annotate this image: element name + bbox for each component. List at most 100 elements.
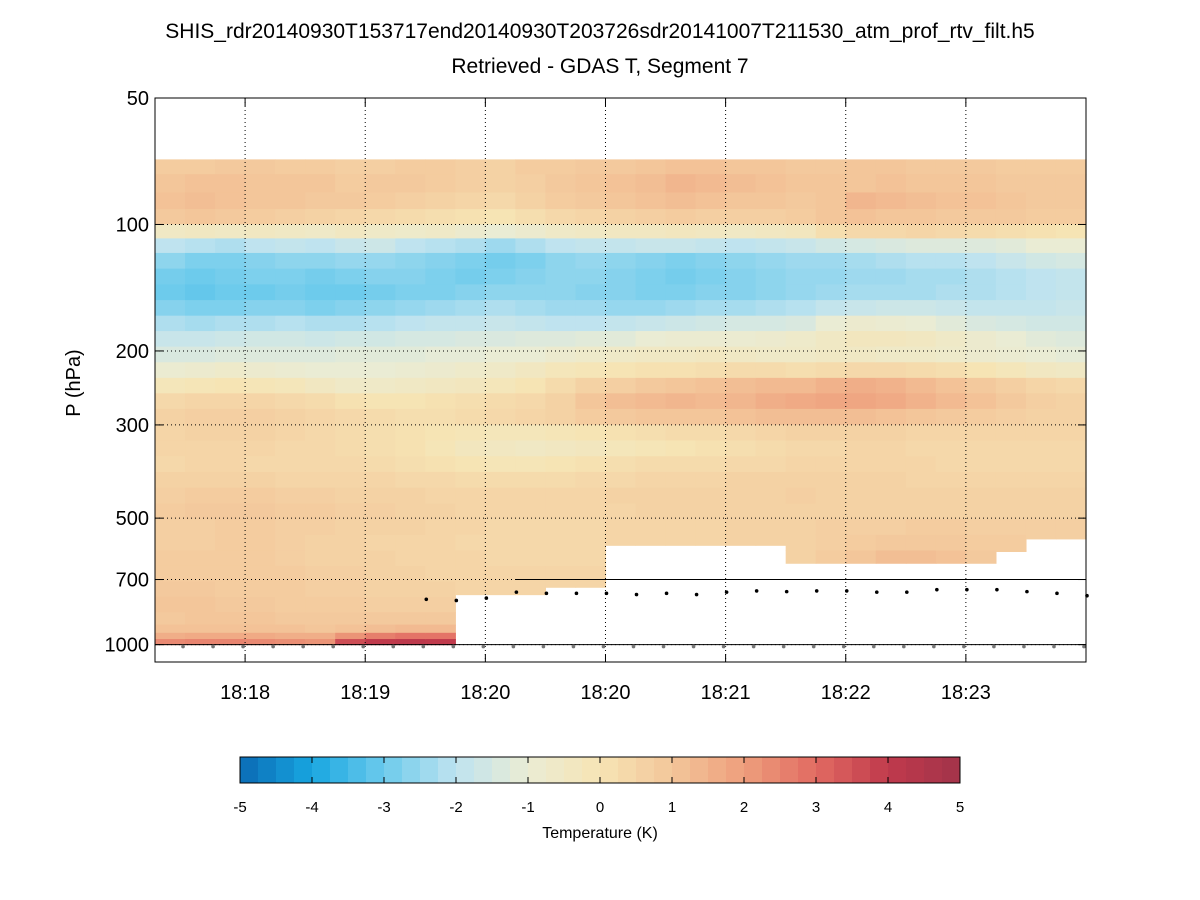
heatmap-cell [275, 315, 306, 332]
heatmap-cell [815, 534, 847, 552]
heatmap-cell [275, 300, 306, 317]
colorbar-segment [942, 757, 961, 783]
heatmap-cell [395, 174, 426, 194]
heatmap-cell [425, 519, 456, 536]
reference-lines [155, 579, 1086, 646]
heatmap-cell [545, 424, 577, 442]
heatmap-cell [1025, 315, 1057, 332]
heatmap-cell [1025, 377, 1057, 394]
heatmap-cell [185, 424, 216, 442]
heatmap-cell [185, 565, 216, 583]
heatmap-cell [275, 238, 306, 254]
heatmap-cell [365, 300, 396, 317]
heatmap-cell [725, 424, 757, 442]
heatmap-cell [785, 252, 817, 270]
heatmap-cell [665, 487, 697, 505]
heatmap-cell [965, 408, 997, 426]
heatmap-cell [365, 487, 396, 505]
heatmap-cell [215, 534, 246, 552]
heatmap-cell [1025, 362, 1057, 379]
heatmap-cell [1055, 393, 1087, 410]
heatmap-cell [905, 159, 937, 175]
heatmap-cell [725, 346, 757, 363]
heatmap-cell [395, 224, 426, 239]
colorbar-tick-label: -3 [377, 799, 390, 816]
colorbar-segment [384, 757, 403, 783]
heatmap-cell [965, 315, 997, 332]
heatmap-cell [725, 159, 757, 175]
heatmap-cell [425, 534, 456, 552]
heatmap-cell [485, 393, 516, 410]
colorbar-segment [816, 757, 835, 783]
heatmap-cell [755, 471, 787, 489]
heatmap-cell [425, 612, 456, 626]
heatmap-cell [575, 209, 607, 225]
heatmap-cell [725, 456, 757, 473]
heatmap-cell [215, 174, 246, 194]
heatmap-cell [995, 252, 1027, 270]
surface-marker [871, 644, 876, 649]
heatmap-cell [335, 503, 366, 520]
heatmap-cell [245, 503, 276, 520]
heatmap-cell [545, 581, 577, 588]
heatmap-cell [785, 424, 817, 442]
heatmap-cell [545, 393, 577, 410]
heatmap-cell [185, 315, 216, 332]
heatmap-cell [365, 632, 396, 640]
heatmap-cell [275, 632, 306, 640]
heatmap-cell [1025, 534, 1057, 540]
heatmap-cell [395, 408, 426, 426]
heatmap-cell [305, 456, 336, 473]
heatmap-cell [215, 377, 246, 394]
heatmap-cell [875, 377, 907, 394]
heatmap-cell [485, 159, 516, 175]
heatmap-cell [275, 331, 306, 348]
heatmap-cell [1055, 346, 1087, 363]
heatmap-cell [965, 456, 997, 473]
heatmap-cell [815, 224, 847, 239]
heatmap-cell [965, 174, 997, 194]
heatmap-cell [755, 300, 787, 317]
heatmap-cell [515, 393, 547, 410]
heatmap-cell [155, 252, 186, 270]
heatmap-cell [845, 534, 877, 552]
heatmap-cell [395, 581, 426, 598]
heatmap-cell [1055, 174, 1087, 194]
heatmap-cell [845, 284, 877, 301]
heatmap-cell [845, 252, 877, 270]
heatmap-cell [875, 503, 907, 520]
surface-marker [361, 644, 366, 649]
heatmap-cell [335, 252, 366, 270]
heatmap-cell [275, 209, 306, 225]
heatmap-cell [245, 456, 276, 473]
heatmap-cell [635, 393, 667, 410]
heatmap-cell [665, 503, 697, 520]
heatmap-cell [395, 238, 426, 254]
heatmap-cell [275, 503, 306, 520]
heatmap-cell [935, 362, 967, 379]
heatmap-cell [515, 346, 547, 363]
heatmap-cell [245, 565, 276, 583]
colorbar-segment [870, 757, 889, 783]
heatmap-cell [155, 224, 186, 239]
surface-marker [1052, 644, 1056, 649]
heatmap-cell [335, 393, 366, 410]
heatmap-cell [635, 315, 667, 332]
heatmap-cell [275, 471, 306, 489]
heatmap-cell [785, 159, 817, 175]
colorbar-segment [330, 757, 349, 783]
heatmap-cell [1025, 252, 1057, 270]
colorbar-tick-label: 5 [956, 799, 964, 816]
heatmap-cell [695, 284, 727, 301]
heatmap-cell [1055, 192, 1087, 210]
heatmap-cell [875, 331, 907, 348]
heatmap-cell [305, 252, 336, 270]
heatmap-cell [155, 268, 186, 285]
colorbar-segment [762, 757, 781, 783]
heatmap-cell [305, 224, 336, 239]
heatmap-cell [845, 408, 877, 426]
colorbar-segment [798, 757, 817, 783]
heatmap-cell [905, 300, 937, 317]
heatmap-cell [1025, 331, 1057, 348]
heatmap-cell [635, 284, 667, 301]
